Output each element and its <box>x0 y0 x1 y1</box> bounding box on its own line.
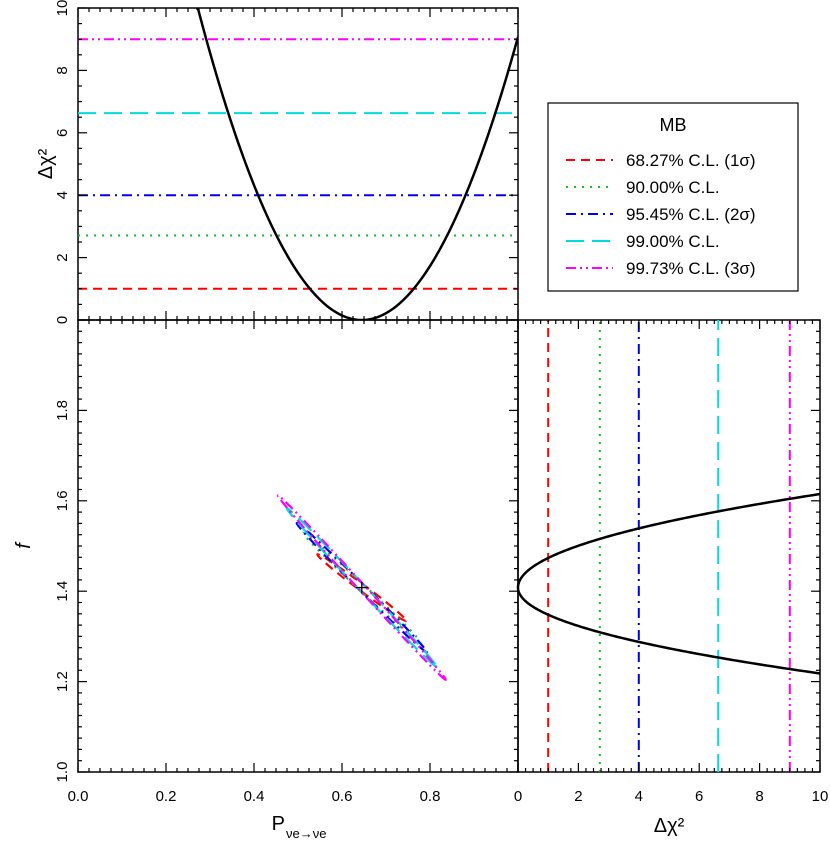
top-ytick-label-3: 6 <box>54 129 71 137</box>
right-xlabel: Δχ² <box>654 815 685 837</box>
legend-entry: 99.00% C.L. <box>566 232 720 251</box>
top-ytick-label-2: 4 <box>54 191 71 199</box>
right-xtick-label-4: 8 <box>755 788 763 805</box>
legend-label: 99.73% C.L. (3σ) <box>626 259 756 278</box>
top-chi2-curve <box>195 8 518 320</box>
center-panel-frame <box>77 319 519 773</box>
legend-entry: 68.27% C.L. (1σ) <box>566 151 756 170</box>
legend-entry: 95.45% C.L. (2σ) <box>566 205 756 224</box>
top-ytick-label-1: 2 <box>54 253 71 261</box>
right-xtick-label-5: 10 <box>812 788 829 805</box>
center-xtick-label-4: 0.8 <box>420 788 441 805</box>
legend-box <box>547 102 799 292</box>
legend-entry: 99.73% C.L. (3σ) <box>566 259 756 278</box>
center-xlabel: P νe→νe <box>272 813 327 841</box>
top-ytick-label-4: 8 <box>54 66 71 74</box>
right-chi2-curve <box>516 492 821 675</box>
center-xtick-label-2: 0.4 <box>244 788 265 805</box>
center-xtick-label-1: 0.2 <box>156 788 177 805</box>
legend: MB 68.27% C.L. (1σ) 90.00% C.L. 95.45% C.L… <box>547 102 799 292</box>
center-xlabel-sub: νe→νe <box>286 826 326 841</box>
center-ytick-label-1: 1.2 <box>54 671 71 692</box>
legend-label: 95.45% C.L. (2σ) <box>626 205 756 224</box>
right-xtick-label-0: 0 <box>514 788 522 805</box>
center-xtick-label-0: 0.0 <box>68 788 89 805</box>
legend-entry: 90.00% C.L. <box>566 178 720 197</box>
legend-label: 99.00% C.L. <box>626 232 720 251</box>
top-ytick-label-5: 10 <box>54 0 71 16</box>
top-ytick-label-0: 0 <box>54 316 71 324</box>
right-xtick-label-1: 2 <box>574 788 582 805</box>
center-ytick-label-4: 1.8 <box>54 400 71 421</box>
legend-label: 68.27% C.L. (1σ) <box>626 151 756 170</box>
right-xtick-label-3: 6 <box>695 788 703 805</box>
center-ytick-label-2: 1.4 <box>54 581 71 602</box>
center-xlabel-main: P <box>272 813 285 835</box>
top-ylabel: Δχ² <box>35 148 57 179</box>
legend-label: 90.00% C.L. <box>626 178 720 197</box>
contour-5 <box>276 494 447 681</box>
right-xtick-label-2: 4 <box>635 788 643 805</box>
best-fit-marker <box>355 581 368 594</box>
center-ytick-label-3: 1.6 <box>54 490 71 511</box>
center-ylabel: f <box>13 541 35 549</box>
right-panel-frame <box>517 319 821 773</box>
center-ytick-label-0: 1.0 <box>54 762 71 783</box>
legend-title: MB <box>660 115 687 135</box>
center-xtick-label-3: 0.6 <box>332 788 353 805</box>
